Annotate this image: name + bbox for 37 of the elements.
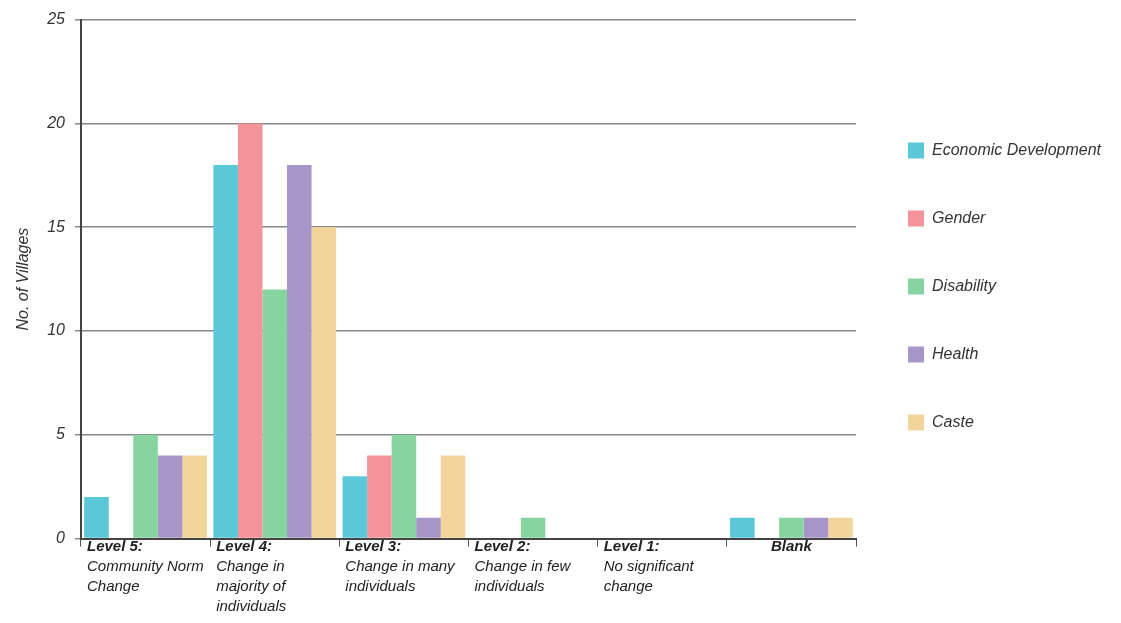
- x-tick-label: Level 2: Change in few individuals: [474, 536, 572, 594]
- x-tick-label: Level 4: Change in majority of individuals: [216, 536, 288, 614]
- x-tick-label: Blank: [771, 536, 813, 554]
- legend-label: Disability: [932, 276, 998, 294]
- bar: [440, 455, 466, 538]
- x-tick-label: Level 3: Change in many individuals: [345, 536, 457, 594]
- bar: [213, 164, 238, 538]
- y-tick-label: 25: [46, 10, 66, 28]
- x-tick-label: Level 5: Community Norm Change: [87, 536, 204, 594]
- x-tick-label: Level 1: No significant change: [603, 536, 695, 594]
- y-tick-label: 5: [56, 425, 66, 443]
- y-tick-label: 20: [46, 113, 66, 131]
- bar: [416, 517, 441, 538]
- bar: [520, 517, 546, 538]
- bar: [262, 289, 288, 538]
- bar: [803, 517, 829, 538]
- bar: [182, 455, 207, 538]
- y-tick-label: 15: [47, 217, 66, 235]
- bar: [367, 455, 392, 538]
- bar: [133, 434, 158, 538]
- y-tick-label: 0: [56, 529, 66, 547]
- bar: [779, 517, 804, 538]
- legend-label: Gender: [932, 208, 987, 226]
- y-tick-label: 10: [47, 321, 66, 339]
- bar: [287, 164, 312, 538]
- bar: [157, 455, 183, 538]
- bar: [237, 123, 263, 538]
- y-axis-title: No. of Villages: [14, 227, 32, 331]
- bar: [84, 497, 109, 538]
- legend-label: Health: [932, 344, 979, 362]
- bar: [311, 227, 337, 538]
- bar: [342, 476, 368, 538]
- legend-label: Caste: [932, 412, 974, 430]
- legend-label: Economic Development: [932, 140, 1102, 158]
- bar: [391, 434, 417, 538]
- bar: [828, 517, 853, 538]
- bar: [730, 517, 755, 538]
